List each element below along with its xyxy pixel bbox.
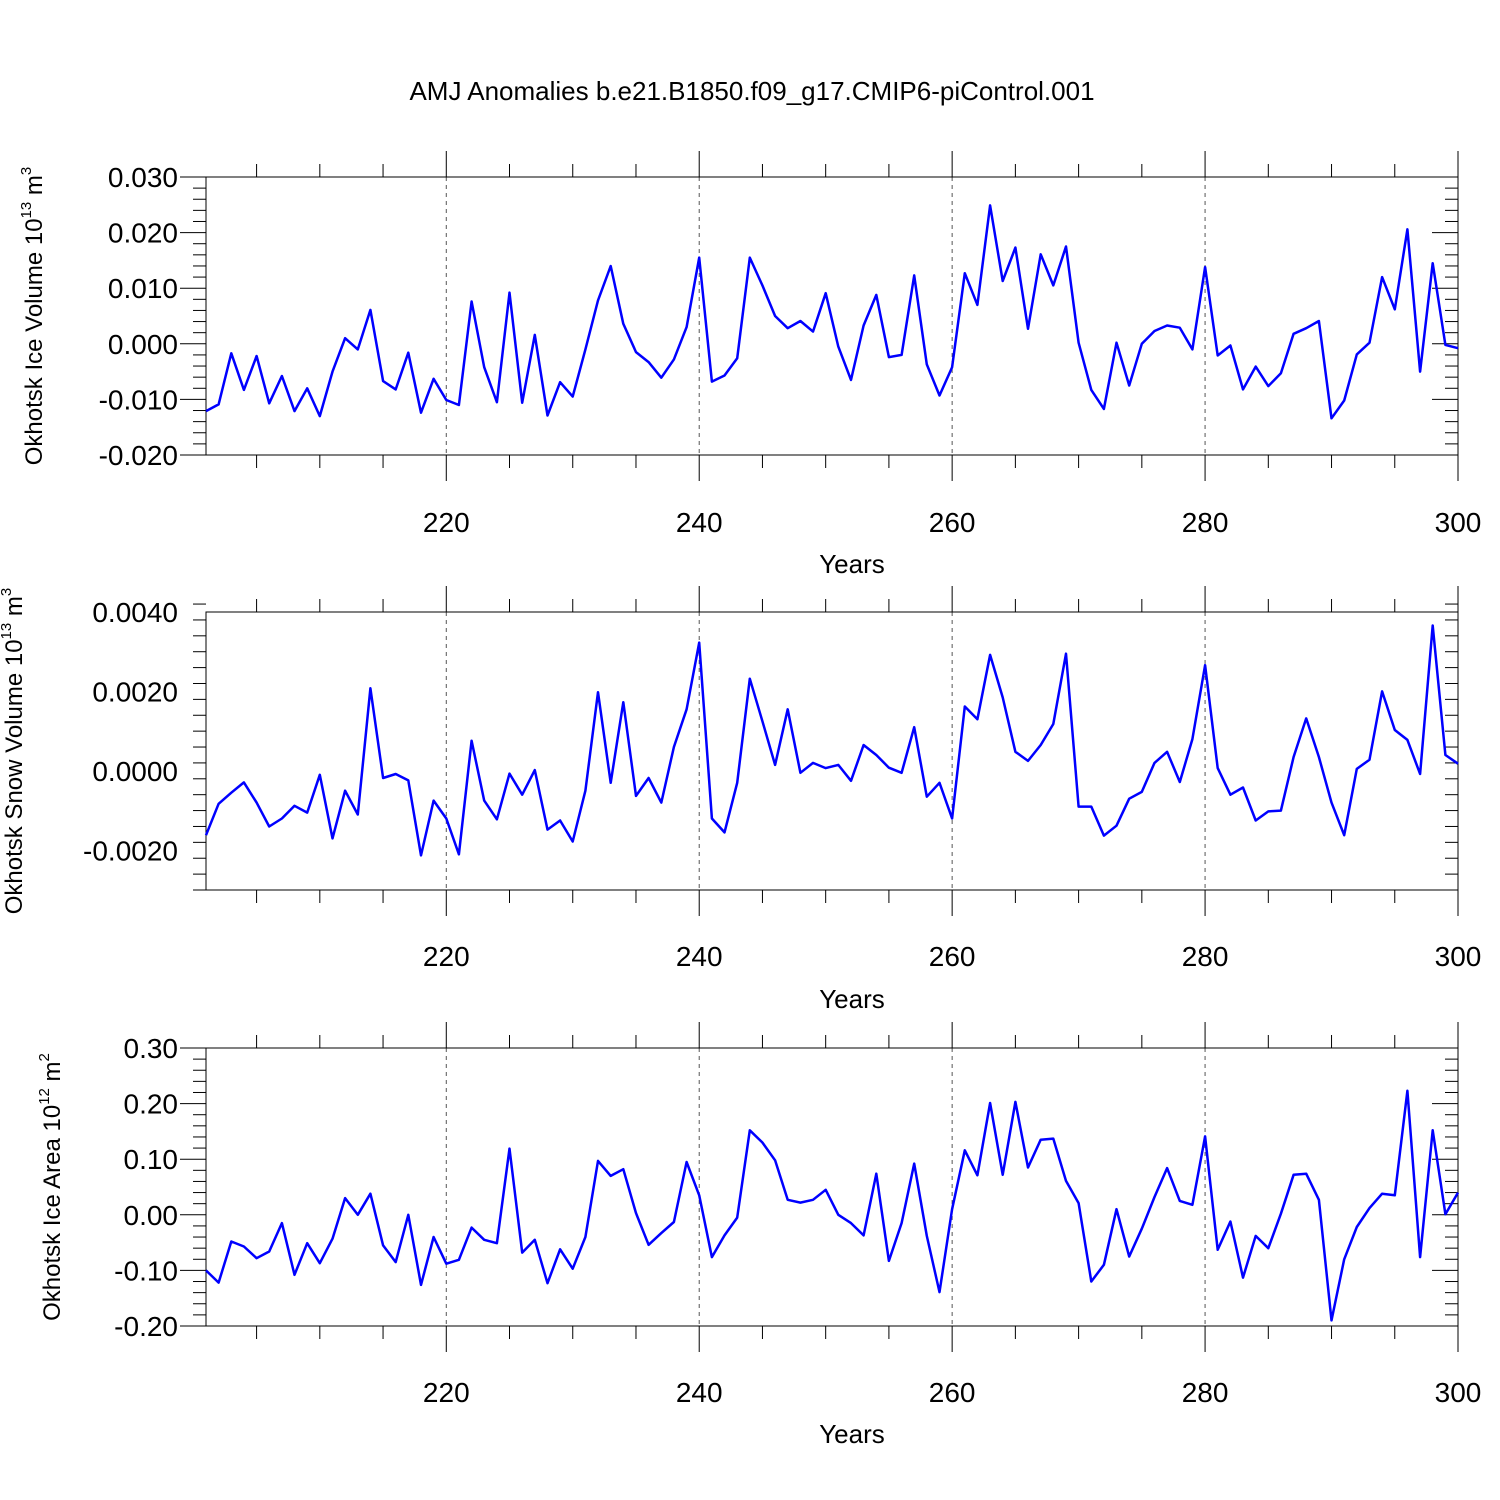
x-tick-label: 240	[676, 507, 723, 538]
y-tick-label: -0.0020	[83, 835, 178, 866]
panels: 220 240 260 280 300 -0.020 -0.010 0.000 0.010 0.0…	[0, 151, 1481, 1449]
y-tick-label: 0.010	[108, 273, 178, 304]
y-tick-label: 0.20	[124, 1089, 179, 1120]
x-tick-label: 260	[929, 1377, 976, 1408]
x-axis-label: Years	[819, 1419, 885, 1449]
panel-1: 220 240 260 280 300 -0.020 -0.010 0.000 0.010 0.0…	[18, 151, 1481, 579]
panel-3: 220 240 260 280 300 -0.20 -0.10 0.00 0.10 0.20 0.3…	[36, 1022, 1481, 1449]
y-tick-label: 0.30	[124, 1033, 179, 1064]
x-axis-label: Years	[819, 984, 885, 1014]
series-line	[205, 1089, 1460, 1322]
y-axis-label: Okhotsk Ice Volume 1013 m3	[18, 167, 48, 466]
plot-frame	[205, 176, 1459, 456]
y-tick-label: 0.030	[108, 162, 178, 193]
x-tick-label: 300	[1435, 1377, 1482, 1408]
x-tick-label: 220	[423, 507, 470, 538]
y-tick-label: 0.020	[108, 218, 178, 249]
plot-frame	[205, 611, 1459, 891]
x-tick-label: 280	[1182, 507, 1229, 538]
x-tick-label: 240	[676, 941, 723, 972]
panel-2: 220 240 260 280 300 -0.0020 0.0000 0.0020 0.0040…	[0, 586, 1481, 1014]
y-tick-label: -0.010	[99, 384, 178, 415]
y-tick-label: -0.20	[114, 1311, 178, 1342]
x-tick-label: 260	[929, 507, 976, 538]
y-tick-label: -0.020	[99, 440, 178, 471]
y-tick-label: 0.0000	[92, 756, 178, 787]
y-tick-label: 0.00	[124, 1200, 179, 1231]
x-tick-label: 220	[423, 941, 470, 972]
y-axis-label: Okhotsk Snow Volume 1013 m3	[0, 588, 28, 915]
y-tick-label: 0.0020	[92, 676, 178, 707]
x-tick-label: 280	[1182, 1377, 1229, 1408]
x-axis-label: Years	[819, 549, 885, 579]
y-tick-label: 0.000	[108, 329, 178, 360]
x-tick-label: 300	[1435, 941, 1482, 972]
x-tick-label: 300	[1435, 507, 1482, 538]
series-line	[204, 624, 1459, 857]
chart-title: AMJ Anomalies b.e21.B1850.f09_g17.CMIP6-…	[409, 76, 1094, 106]
y-axis-label: Okhotsk Ice Area 1012 m2	[36, 1053, 66, 1321]
x-tick-label: 240	[676, 1377, 723, 1408]
y-tick-label: -0.10	[114, 1255, 178, 1286]
y-tick-label: 0.0040	[92, 597, 178, 628]
x-tick-label: 280	[1182, 941, 1229, 972]
x-tick-label: 220	[423, 1377, 470, 1408]
series-line	[205, 204, 1459, 420]
x-tick-label: 260	[929, 941, 976, 972]
plot-frame	[205, 1047, 1459, 1327]
y-tick-label: 0.10	[124, 1144, 179, 1175]
